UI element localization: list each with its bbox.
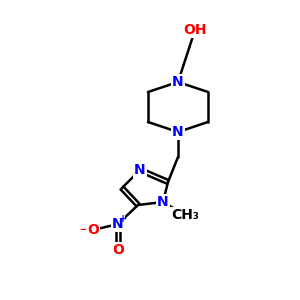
Text: OH: OH [183, 23, 207, 37]
Text: O: O [112, 243, 124, 257]
Text: −: − [79, 223, 92, 238]
Text: N: N [172, 125, 184, 139]
Text: CH₃: CH₃ [171, 208, 199, 222]
Text: N: N [172, 75, 184, 89]
Text: O: O [87, 223, 99, 237]
Text: N: N [157, 195, 169, 209]
Text: +: + [119, 214, 127, 224]
Text: N: N [134, 163, 146, 177]
Text: N: N [112, 217, 124, 231]
